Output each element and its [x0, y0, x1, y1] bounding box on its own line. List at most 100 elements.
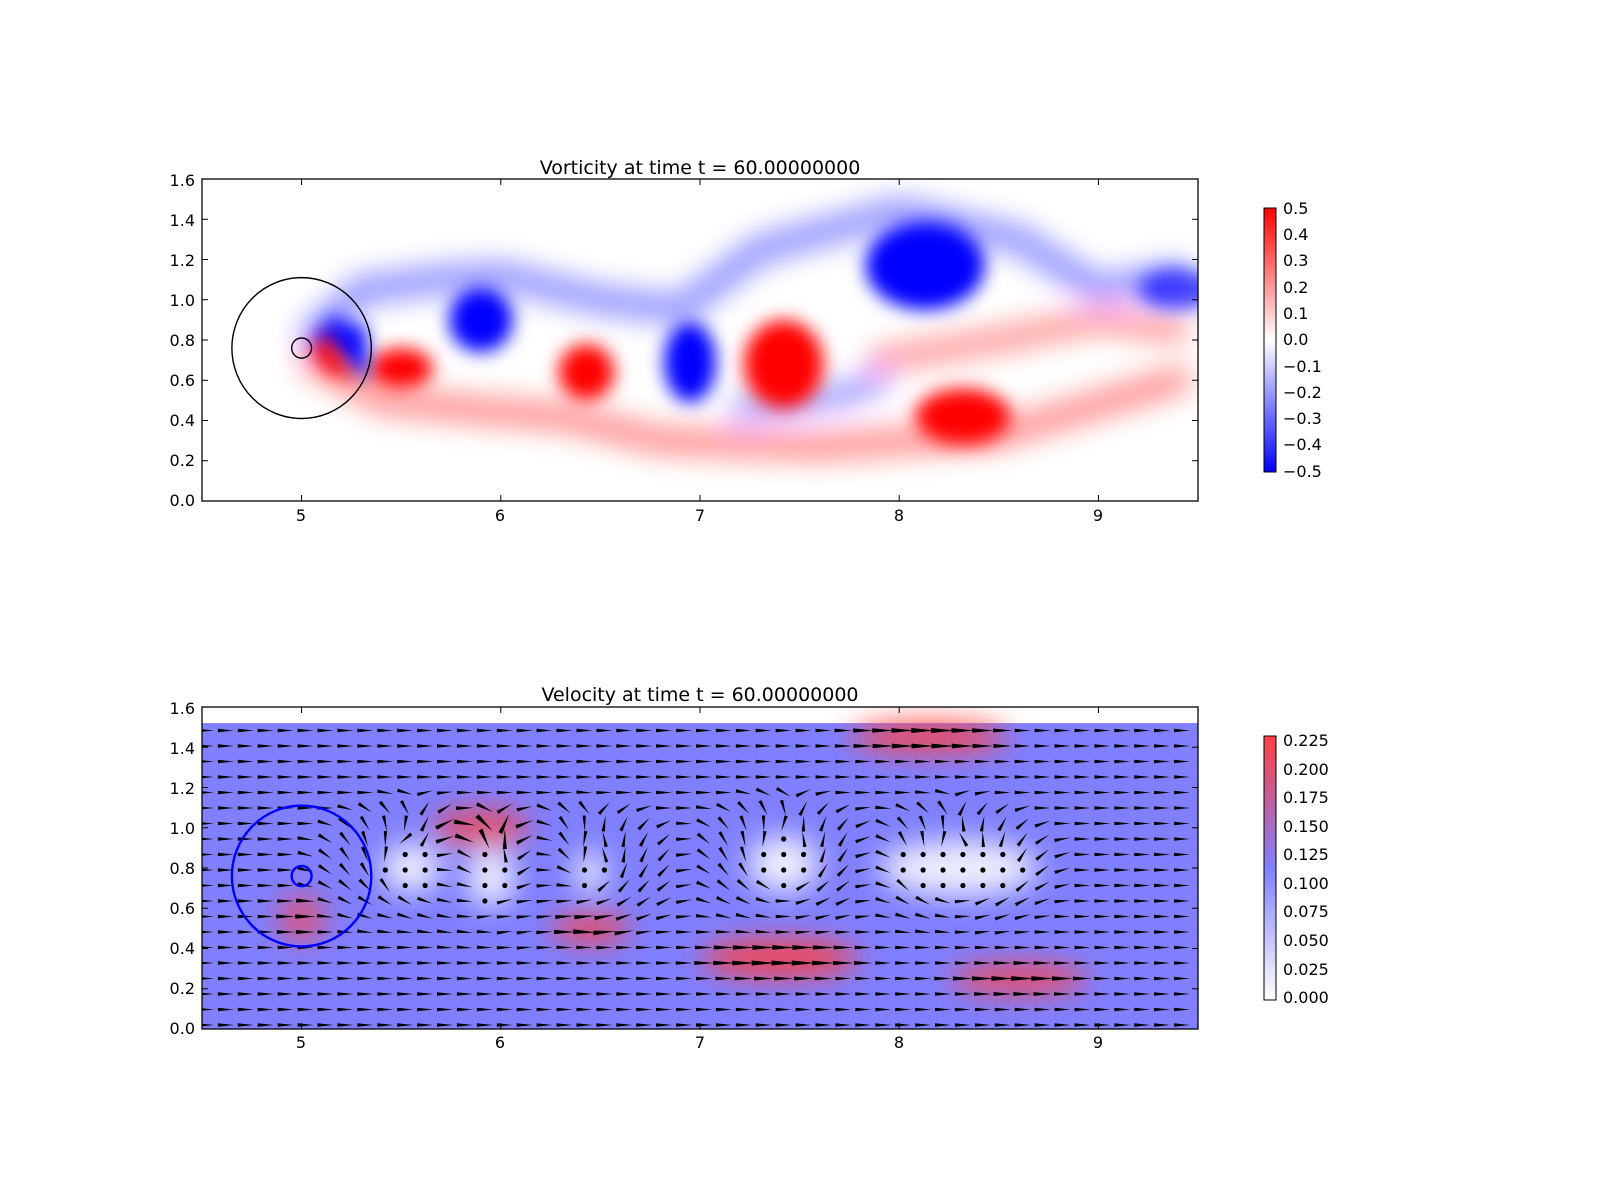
vortex-core [558, 344, 615, 401]
quiver-arrow [1114, 852, 1131, 857]
quiver-arrow [895, 961, 912, 965]
quiver-arrow [735, 789, 752, 795]
quiver-arrow [337, 912, 354, 919]
quiver-arrow [657, 848, 670, 862]
quiver-arrow [1034, 898, 1051, 906]
quiver-arrow [872, 728, 895, 733]
quiver-arrow [1014, 1023, 1031, 1027]
quiver-arrow [217, 976, 234, 981]
quiver-arrow [601, 867, 608, 873]
quiver-arrow [994, 945, 1011, 950]
quiver-arrow [1054, 914, 1071, 919]
quiver-arrow [676, 976, 693, 981]
quiver-arrow [1174, 821, 1191, 826]
quiver-arrow [496, 803, 513, 814]
quiver-arrow [696, 976, 712, 981]
y-tick-label: 0.8 [170, 859, 195, 878]
quiver-arrow [317, 833, 333, 844]
quiver-arrow [636, 805, 652, 813]
quiver-arrow [377, 744, 394, 748]
quiver-arrow [1074, 930, 1091, 934]
quiver-arrow [832, 960, 854, 966]
quiver-arrow [1114, 1007, 1131, 1012]
quiver-arrow [357, 992, 374, 996]
quiver-arrow [202, 915, 214, 918]
quiver-arrow [317, 976, 334, 981]
quiver-arrow [891, 743, 915, 749]
quiver-arrow [277, 759, 294, 764]
quiver-arrow [716, 802, 731, 812]
quiver-arrow [636, 775, 653, 779]
quiver-arrow [576, 899, 593, 905]
quiver-arrow [875, 896, 891, 904]
x-tick-label: 9 [1093, 1033, 1103, 1052]
quiver-arrow [277, 1023, 294, 1027]
quiver-arrow [1014, 914, 1031, 921]
vorticity-panel: Vorticity at time t = 60.00000000 5 6 7 … [170, 157, 1322, 525]
quiver-arrow [422, 851, 428, 858]
quiver-arrow [994, 1007, 1011, 1012]
quiver-arrow [875, 881, 891, 889]
quiver-arrow [1174, 992, 1191, 996]
quiver-arrow [761, 851, 767, 858]
quiver-arrow [1054, 806, 1071, 810]
quiver-arrow [738, 862, 749, 877]
quiver-arrow [740, 830, 746, 847]
quiver-arrow [1094, 868, 1111, 872]
quiver-arrow [735, 992, 752, 996]
quiver-arrow [1174, 790, 1191, 795]
colorbar-tick-label: 0.1 [1283, 304, 1308, 323]
quiver-arrow [775, 744, 792, 748]
quiver-arrow [1114, 883, 1131, 888]
quiver-arrow [381, 815, 388, 832]
quiver-arrow [338, 862, 351, 877]
quiver-arrow [834, 744, 852, 748]
quiver-arrow [1054, 1023, 1071, 1027]
quiver-arrow [297, 728, 314, 733]
quiver-arrow [377, 992, 394, 996]
quiver-arrow [675, 915, 693, 919]
quiver-arrow [596, 992, 613, 996]
quiver-arrow [1134, 806, 1151, 810]
quiver-arrow [815, 759, 832, 764]
quiver-arrow [934, 976, 952, 981]
quiver-arrow [1134, 775, 1151, 779]
shear-layer [298, 197, 1192, 349]
quiver-arrow [656, 897, 672, 907]
quiver-arrow [596, 1007, 613, 1012]
quiver-arrow [1031, 976, 1054, 981]
quiver-arrow [296, 898, 315, 903]
quiver-arrow [377, 895, 393, 906]
quiver-arrow [516, 915, 533, 919]
quiver-arrow [795, 728, 812, 733]
quiver-arrow [257, 790, 274, 795]
quiver-arrow [853, 728, 874, 733]
quiver-arrow [237, 930, 254, 934]
colorbar-tick-label: −0.1 [1283, 357, 1322, 376]
quiver-arrow [732, 960, 756, 966]
quiver-arrow [755, 1023, 772, 1027]
quiver-arrow [337, 1007, 354, 1012]
quiver-arrow [895, 803, 911, 812]
quiver-arrow [812, 960, 835, 966]
quiver-arrow [638, 863, 649, 878]
quiver-arrow [875, 818, 891, 827]
quiver-arrow [675, 884, 693, 889]
quiver-arrow [675, 899, 692, 905]
quiver-arrow [781, 836, 787, 842]
quiver-arrow [337, 744, 354, 748]
quiver-arrow [277, 837, 294, 841]
quiver-arrow [1054, 1007, 1071, 1012]
quiver-arrow [436, 867, 453, 872]
quiver-arrow [621, 846, 626, 863]
quiver-arrow [277, 992, 294, 996]
quiver-arrow [237, 961, 254, 965]
fast-region [849, 721, 1009, 754]
quiver-arrow [556, 945, 573, 950]
quiver-arrow [257, 976, 274, 981]
quiver-arrow [974, 945, 991, 950]
quiver-arrow [940, 882, 946, 889]
quiver-arrow [516, 775, 533, 779]
quiver-arrow [696, 744, 712, 748]
